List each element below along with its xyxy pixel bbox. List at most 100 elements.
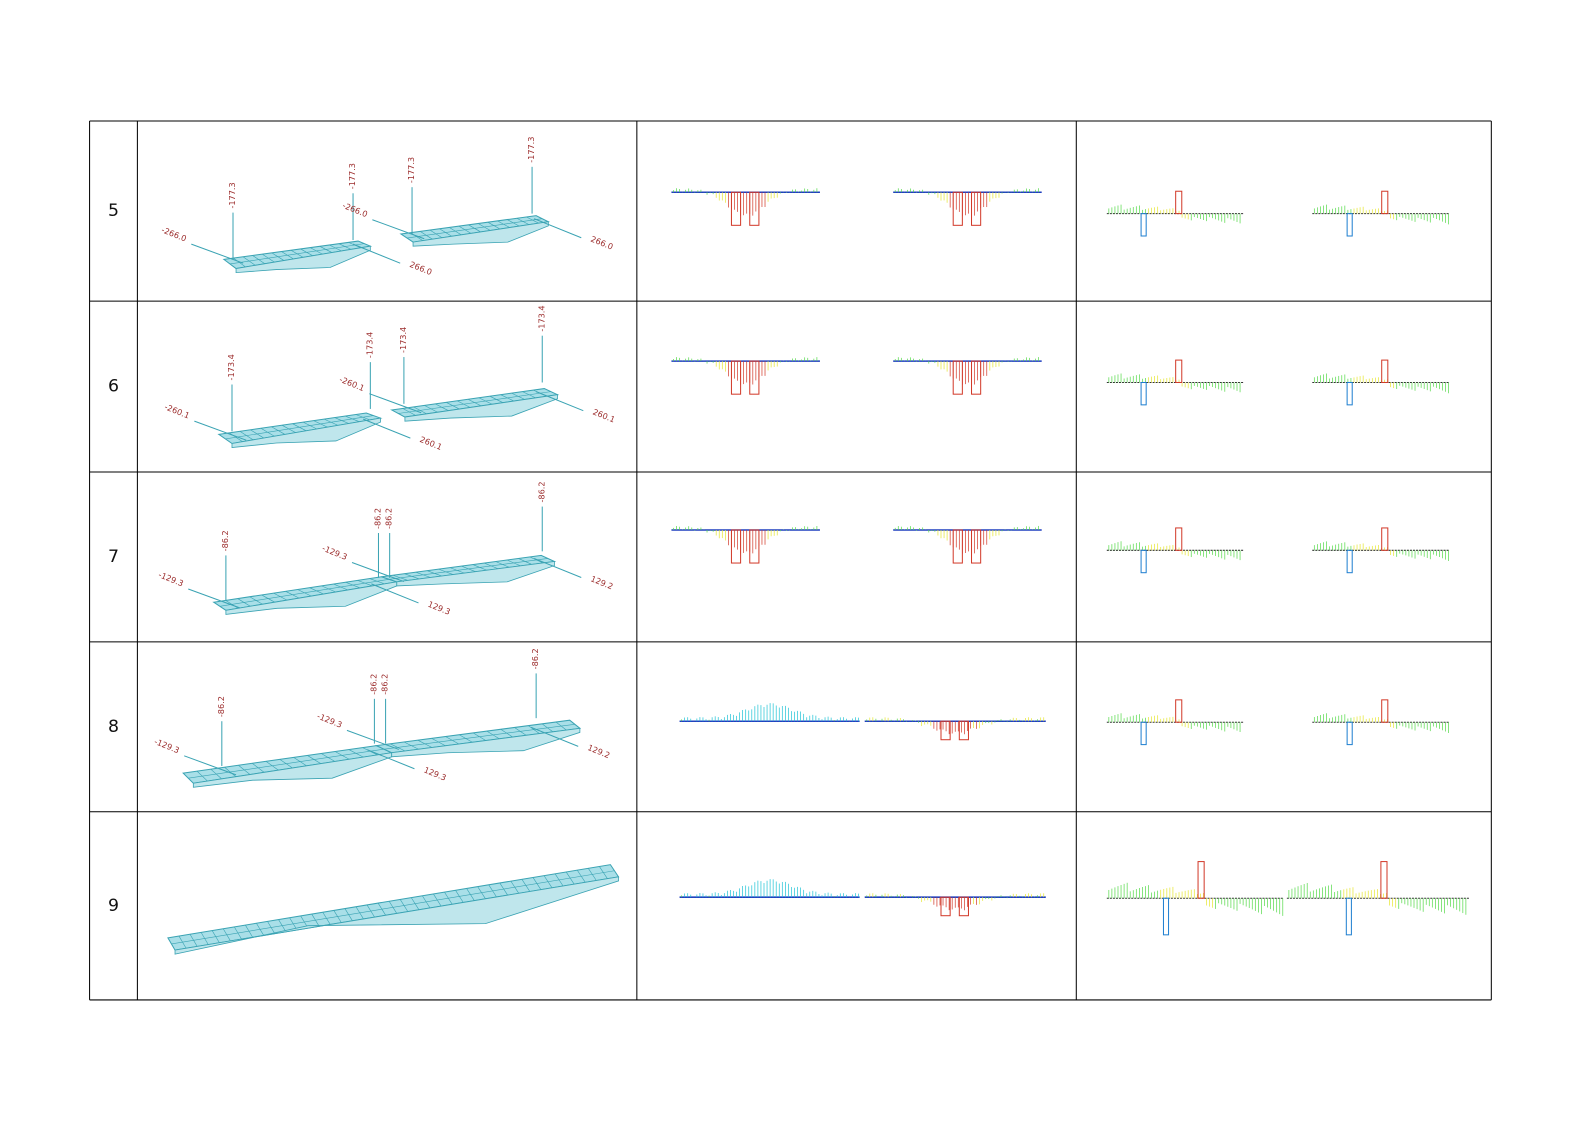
girder bbox=[235, 245, 371, 274]
load-value: -173.4 bbox=[398, 327, 408, 353]
load-value: -173.4 bbox=[364, 332, 374, 358]
diagram-peak bbox=[1381, 699, 1389, 723]
diagram-peak bbox=[1346, 213, 1353, 237]
load-value: -173.4 bbox=[226, 354, 236, 380]
load-annotation: -86.2 bbox=[373, 508, 383, 578]
load-line bbox=[184, 755, 237, 776]
bridge-deck bbox=[390, 388, 560, 422]
diagram-peak bbox=[971, 360, 982, 395]
deck-grid bbox=[389, 558, 548, 580]
load-annotation: -173.4 bbox=[398, 327, 408, 404]
load-value: -177.3 bbox=[227, 182, 237, 208]
load-annotation: -86.2 bbox=[368, 674, 378, 744]
load-line bbox=[371, 583, 419, 604]
diagram-peak bbox=[1346, 381, 1353, 406]
diagram-peak bbox=[1140, 549, 1147, 574]
diagram-peak bbox=[1140, 213, 1147, 237]
deck-grid bbox=[398, 391, 551, 414]
load-value: -129.3 bbox=[157, 569, 185, 588]
load-annotation: -260.1 bbox=[338, 374, 422, 414]
load-annotation: -177.3 bbox=[526, 137, 536, 214]
load-line bbox=[530, 726, 579, 747]
diagram-peak bbox=[952, 360, 963, 395]
load-line bbox=[346, 729, 399, 750]
load-annotation: 129.2 bbox=[533, 557, 615, 591]
load-annotation: -86.2 bbox=[530, 648, 540, 719]
load-annotation: 129.3 bbox=[371, 583, 452, 617]
load-value: 260.1 bbox=[418, 434, 443, 452]
diagram-peak bbox=[730, 529, 742, 564]
load-value: 129.3 bbox=[422, 765, 447, 783]
load-value: -129.3 bbox=[316, 711, 344, 730]
load-value: -86.2 bbox=[530, 648, 540, 669]
load-value: -86.2 bbox=[384, 508, 394, 529]
load-line bbox=[363, 418, 411, 439]
load-value: -86.2 bbox=[373, 508, 383, 529]
diagram-peak bbox=[749, 529, 760, 564]
load-value: -86.2 bbox=[220, 530, 230, 551]
bridge-deck bbox=[374, 719, 582, 758]
load-value: -86.2 bbox=[216, 696, 226, 717]
load-value: 260.1 bbox=[591, 407, 616, 425]
deck-grid bbox=[188, 748, 385, 779]
load-value: -129.3 bbox=[321, 543, 349, 562]
load-annotation: -173.4 bbox=[364, 332, 374, 409]
diagram-peak bbox=[749, 360, 760, 395]
load-value: -86.2 bbox=[368, 674, 378, 695]
bridge-deck bbox=[212, 576, 398, 615]
diagram-peak bbox=[1346, 549, 1353, 574]
bridge-deck bbox=[381, 554, 557, 587]
load-value: -129.3 bbox=[153, 736, 181, 755]
load-annotation: -177.3 bbox=[227, 182, 237, 260]
load-annotation: -173.4 bbox=[226, 354, 236, 432]
diagram-peak bbox=[1346, 721, 1353, 746]
diagram-peak bbox=[940, 720, 951, 741]
shear-diagram bbox=[1106, 527, 1450, 574]
load-value: 266.0 bbox=[408, 259, 433, 277]
load-value: 129.2 bbox=[589, 573, 614, 591]
diagram-peak bbox=[1175, 699, 1183, 723]
load-value: -86.2 bbox=[536, 481, 546, 502]
shear-diagram bbox=[1106, 861, 1469, 936]
girder bbox=[412, 221, 549, 247]
shear-diagram bbox=[1106, 699, 1450, 746]
load-annotation: -86.2 bbox=[216, 696, 226, 766]
diagram-peak bbox=[952, 191, 963, 226]
bridge-deck bbox=[399, 215, 551, 247]
diagram-peak bbox=[1175, 359, 1183, 383]
diagram-peak bbox=[1140, 721, 1147, 746]
girder bbox=[396, 561, 555, 587]
diagram-peak bbox=[952, 529, 963, 564]
load-value: -177.3 bbox=[347, 163, 357, 189]
diagram-peak bbox=[1345, 897, 1352, 936]
bridge-deck bbox=[222, 240, 373, 274]
load-value: 129.3 bbox=[427, 599, 452, 617]
load-value: -260.1 bbox=[163, 402, 191, 421]
load-line bbox=[535, 391, 584, 412]
row-number: 5 bbox=[108, 201, 119, 221]
load-annotation: -173.4 bbox=[536, 305, 546, 383]
diagram-peak bbox=[1381, 190, 1389, 215]
load-annotation: -86.2 bbox=[384, 508, 394, 578]
diagram-peak bbox=[1197, 861, 1205, 899]
load-annotation: 260.1 bbox=[535, 391, 617, 425]
row-number: 8 bbox=[108, 717, 119, 737]
load-value: -173.4 bbox=[536, 305, 546, 331]
load-line bbox=[352, 243, 401, 264]
load-annotation: 266.0 bbox=[352, 243, 434, 277]
shear-diagram bbox=[1106, 359, 1450, 406]
diagram-peak bbox=[971, 191, 982, 226]
load-line bbox=[533, 218, 582, 239]
diagram-peak bbox=[971, 529, 982, 564]
load-annotation: -86.2 bbox=[220, 530, 230, 601]
deck-grid bbox=[406, 218, 543, 239]
diagram-peak bbox=[958, 896, 969, 917]
moment-diagram bbox=[671, 357, 1042, 395]
diagram-peak bbox=[958, 720, 969, 741]
load-annotation: -177.3 bbox=[347, 163, 357, 241]
load-value: -177.3 bbox=[526, 137, 536, 163]
moment-diagram bbox=[671, 188, 1042, 226]
girder bbox=[404, 394, 558, 422]
row-number: 7 bbox=[108, 547, 119, 567]
